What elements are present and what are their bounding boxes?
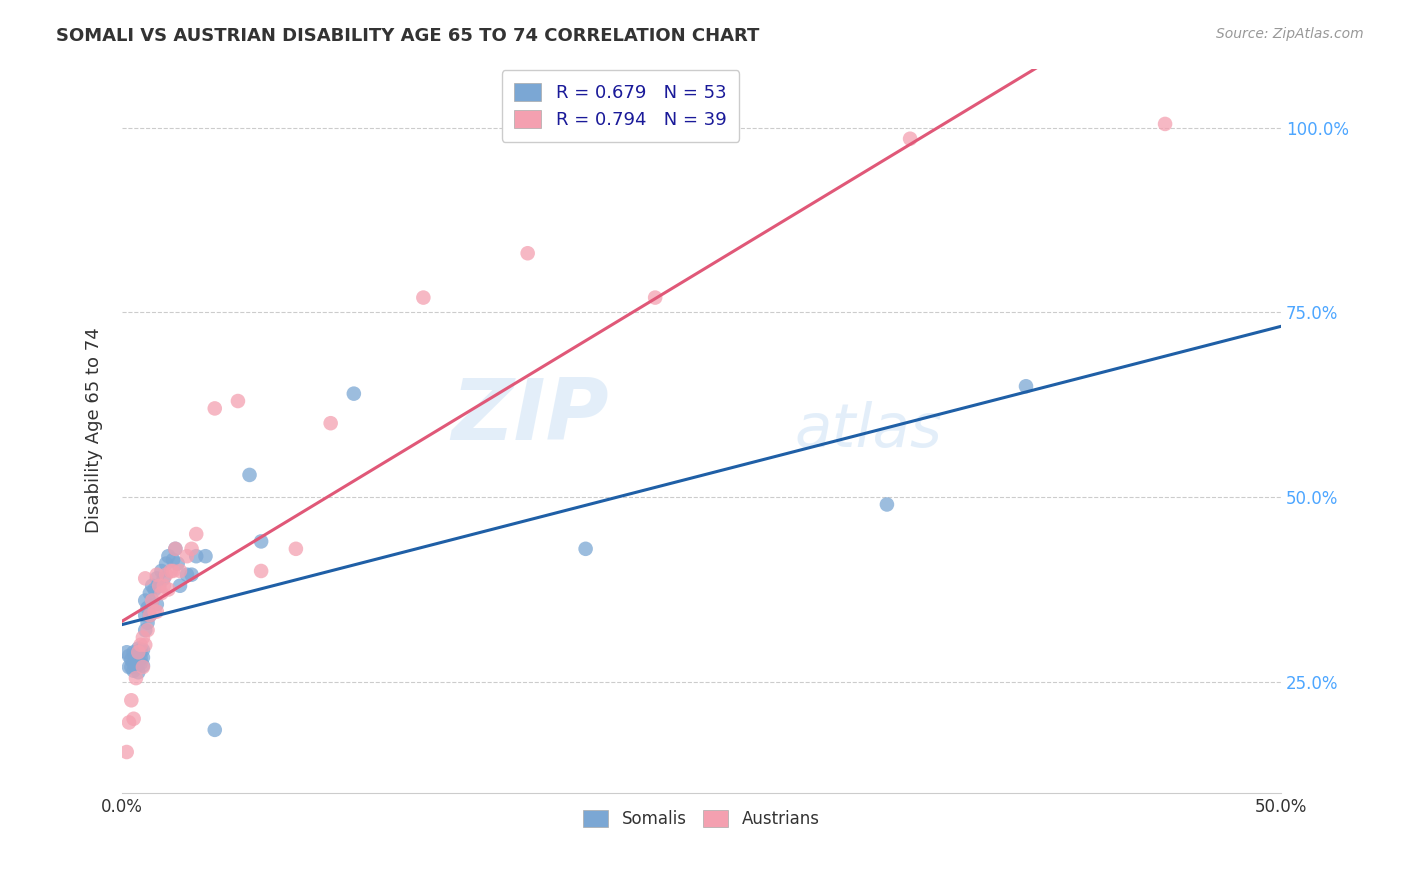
Point	[186, 549, 208, 564]
Point	[644, 291, 666, 305]
Point	[136, 623, 159, 637]
Legend: Somalis, Austrians: Somalis, Austrians	[576, 804, 827, 835]
Point	[125, 648, 148, 663]
Point	[150, 564, 173, 578]
Point	[146, 597, 169, 611]
Point	[118, 648, 141, 663]
Point	[129, 657, 152, 671]
Point	[898, 132, 921, 146]
Point	[129, 651, 152, 665]
Point	[157, 582, 180, 597]
Point	[343, 386, 366, 401]
Point	[155, 557, 177, 571]
Point	[136, 601, 159, 615]
Point	[125, 654, 148, 668]
Point	[176, 549, 198, 564]
Point	[120, 660, 142, 674]
Point	[127, 645, 149, 659]
Point	[122, 645, 145, 659]
Point	[146, 571, 169, 585]
Point	[134, 608, 156, 623]
Point	[115, 745, 138, 759]
Point	[165, 541, 187, 556]
Point	[129, 643, 152, 657]
Point	[157, 549, 180, 564]
Point	[238, 467, 260, 482]
Point	[165, 541, 187, 556]
Point	[132, 643, 155, 657]
Point	[516, 246, 538, 260]
Point	[146, 567, 169, 582]
Point	[250, 534, 273, 549]
Point	[1015, 379, 1038, 393]
Y-axis label: Disability Age 65 to 74: Disability Age 65 to 74	[86, 327, 103, 533]
Point	[115, 645, 138, 659]
Point	[148, 579, 170, 593]
Point	[132, 660, 155, 674]
Text: atlas: atlas	[794, 401, 942, 460]
Point	[127, 648, 149, 663]
Point	[139, 608, 162, 623]
Point	[125, 660, 148, 674]
Point	[122, 664, 145, 678]
Point	[876, 498, 898, 512]
Point	[146, 605, 169, 619]
Point	[194, 549, 217, 564]
Point	[129, 638, 152, 652]
Point	[204, 401, 226, 416]
Point	[118, 715, 141, 730]
Point	[141, 593, 163, 607]
Point	[134, 623, 156, 637]
Point	[136, 615, 159, 630]
Point	[141, 593, 163, 607]
Text: Source: ZipAtlas.com: Source: ZipAtlas.com	[1216, 27, 1364, 41]
Point	[134, 638, 156, 652]
Point	[122, 712, 145, 726]
Point	[132, 658, 155, 673]
Point	[176, 567, 198, 582]
Point	[139, 608, 162, 623]
Point	[139, 586, 162, 600]
Point	[122, 657, 145, 671]
Point	[134, 571, 156, 585]
Point	[169, 579, 191, 593]
Point	[159, 564, 181, 578]
Point	[180, 567, 202, 582]
Point	[127, 665, 149, 680]
Point	[148, 579, 170, 593]
Point	[143, 582, 166, 597]
Point	[162, 553, 184, 567]
Point	[127, 641, 149, 656]
Point	[143, 605, 166, 619]
Point	[1154, 117, 1177, 131]
Point	[152, 579, 174, 593]
Point	[120, 693, 142, 707]
Point	[180, 541, 202, 556]
Point	[162, 564, 184, 578]
Point	[250, 564, 273, 578]
Point	[152, 571, 174, 585]
Point	[204, 723, 226, 737]
Text: ZIP: ZIP	[451, 375, 609, 458]
Point	[150, 586, 173, 600]
Point	[127, 657, 149, 671]
Point	[120, 653, 142, 667]
Point	[132, 650, 155, 665]
Point	[125, 671, 148, 685]
Point	[155, 567, 177, 582]
Point	[284, 541, 307, 556]
Point	[141, 579, 163, 593]
Point	[134, 593, 156, 607]
Point	[169, 564, 191, 578]
Point	[186, 527, 208, 541]
Point	[412, 291, 434, 305]
Point	[575, 541, 598, 556]
Point	[132, 631, 155, 645]
Point	[118, 660, 141, 674]
Point	[226, 394, 249, 409]
Text: SOMALI VS AUSTRIAN DISABILITY AGE 65 TO 74 CORRELATION CHART: SOMALI VS AUSTRIAN DISABILITY AGE 65 TO …	[56, 27, 759, 45]
Point	[319, 416, 342, 430]
Point	[166, 557, 188, 571]
